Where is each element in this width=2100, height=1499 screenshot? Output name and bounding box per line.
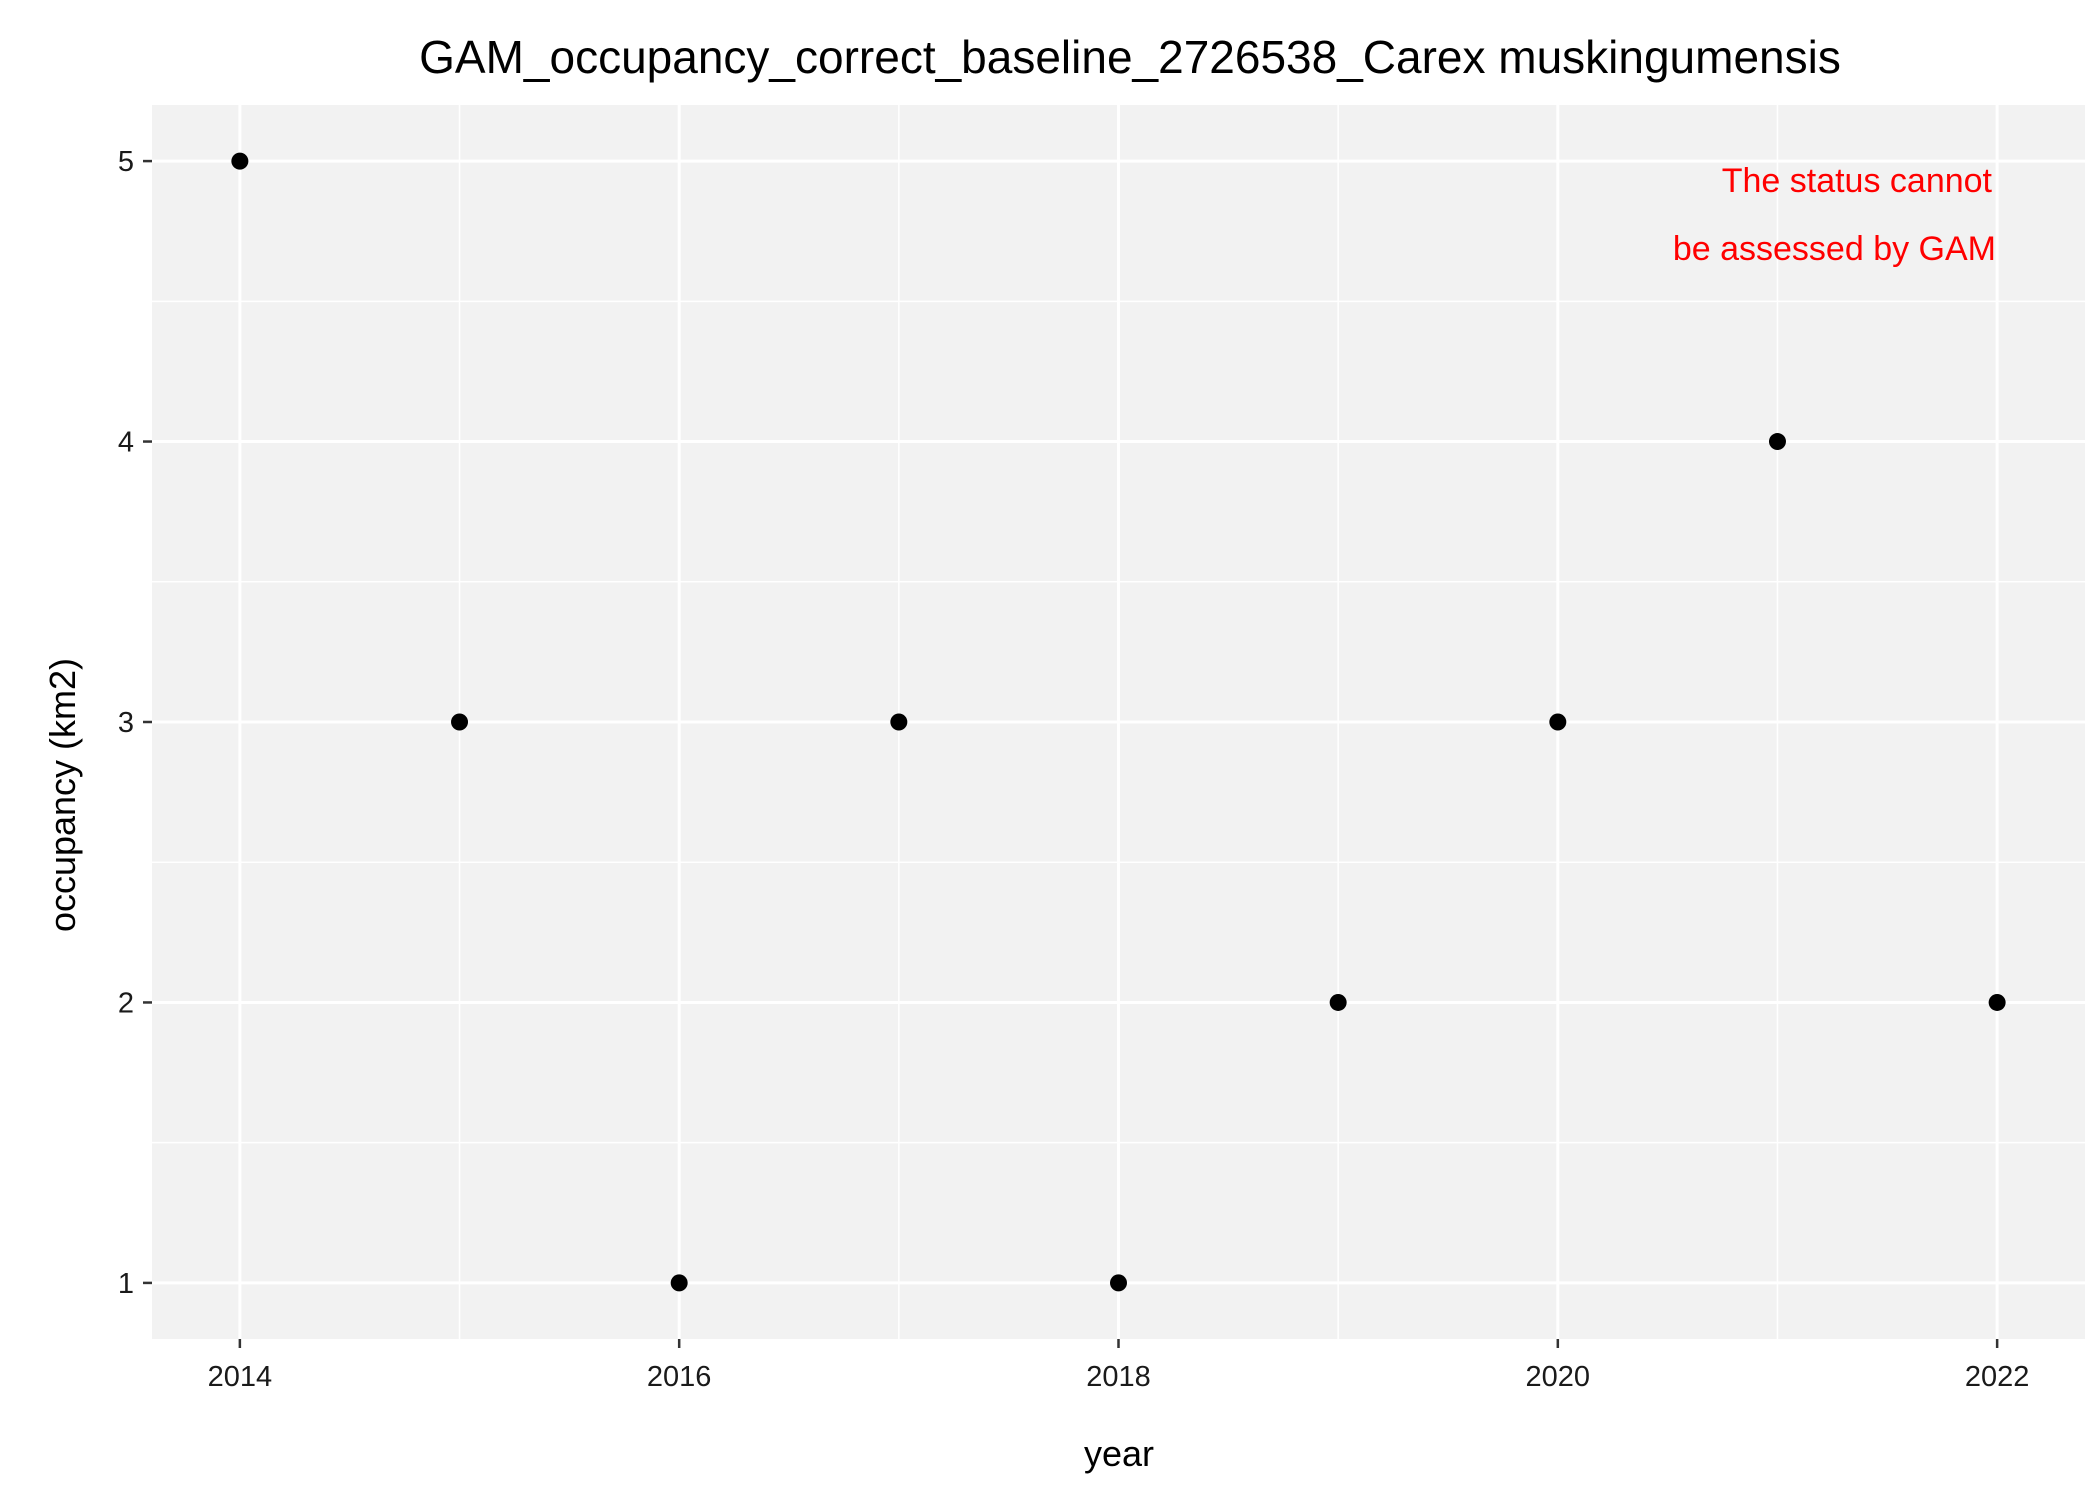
x-tick-label: 2016 xyxy=(647,1361,712,1393)
annotation-line-2: be assessed by GAM xyxy=(1673,230,1996,268)
y-tick-label: 5 xyxy=(118,146,134,178)
y-axis: 1 2 3 4 5 xyxy=(118,146,152,1300)
y-tick-label: 3 xyxy=(118,707,134,739)
data-point xyxy=(1329,993,1347,1011)
chart-title: GAM_occupancy_correct_baseline_2726538_C… xyxy=(419,31,1841,83)
x-tick-label: 2014 xyxy=(208,1361,273,1393)
status-annotation: The status cannot be assessed by GAM xyxy=(1673,162,1996,268)
data-points xyxy=(231,152,2006,1292)
y-axis-label: occupancy (km2) xyxy=(42,658,83,932)
x-tick-label: 2022 xyxy=(1965,1361,2030,1393)
y-tick-label: 4 xyxy=(118,427,134,459)
x-axis-label: year xyxy=(1084,1433,1154,1474)
data-point xyxy=(890,713,908,731)
x-tick-label: 2020 xyxy=(1526,1361,1591,1393)
data-point xyxy=(451,713,469,731)
data-point xyxy=(1110,1274,1127,1292)
y-tick-label: 1 xyxy=(118,1268,134,1300)
data-point xyxy=(1549,713,1567,731)
y-tick-label: 2 xyxy=(118,987,134,1019)
x-axis: 2014 2016 2018 2020 2022 xyxy=(208,1339,2030,1393)
data-point xyxy=(1768,433,1786,451)
data-point xyxy=(1988,993,2006,1011)
data-point xyxy=(231,152,249,170)
annotation-line-1: The status cannot xyxy=(1722,162,1993,200)
data-point xyxy=(670,1274,688,1292)
x-tick-label: 2018 xyxy=(1086,1361,1151,1393)
